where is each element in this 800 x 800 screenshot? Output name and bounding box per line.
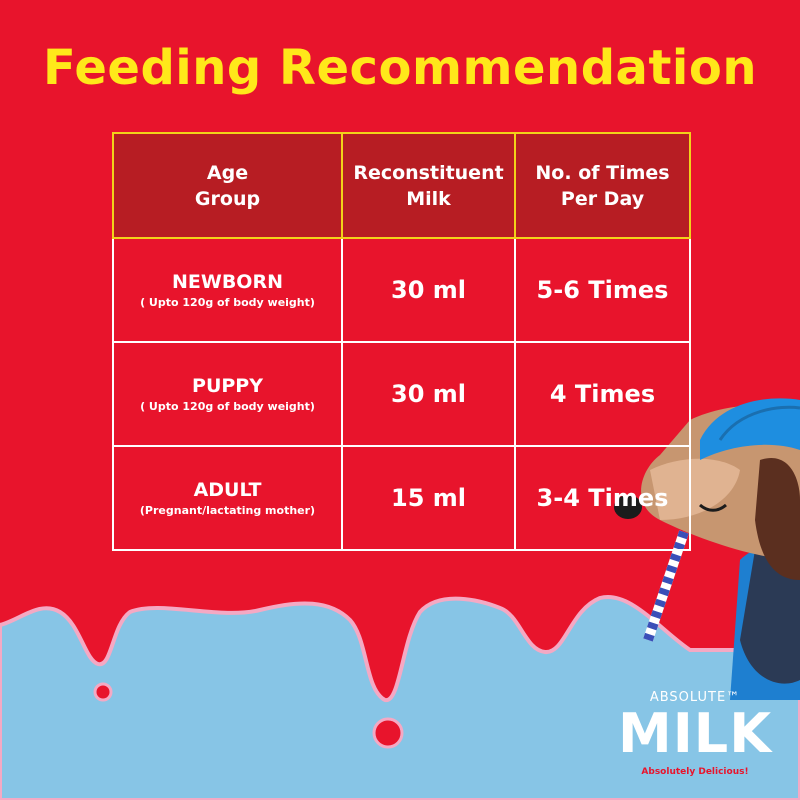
age-group-cell: ADULT (Pregnant/lactating mother) (112, 445, 343, 551)
table-row: PUPPY ( Upto 120g of body weight) 30 ml … (112, 341, 691, 447)
brand-tagline: Absolutely Delicious! (641, 767, 749, 777)
header-times: No. of Times Per Day (514, 132, 691, 239)
milk-cell: 30 ml (341, 237, 516, 343)
brand-logo: ABSOLUTE™ MILK Absolutely Delicious! (600, 690, 790, 777)
milk-amount: 15 ml (391, 484, 466, 512)
header-age-group: Age Group (112, 132, 343, 239)
table-header-row: Age Group Reconstituent Milk No. of Time… (112, 132, 691, 239)
stage-note: (Pregnant/lactating mother) (139, 503, 316, 517)
times-cell: 5-6 Times (514, 237, 691, 343)
header-milk: Reconstituent Milk (341, 132, 516, 239)
header-line: Age (206, 161, 249, 184)
brand-name: MILK (617, 702, 773, 765)
header-line: Group (194, 187, 261, 210)
feeding-table: Age Group Reconstituent Milk No. of Time… (112, 132, 691, 551)
table-row: NEWBORN ( Upto 120g of body weight) 30 m… (112, 237, 691, 343)
milk-amount: 30 ml (391, 380, 466, 408)
age-group-cell: NEWBORN ( Upto 120g of body weight) (112, 237, 343, 343)
times-per-day: 3-4 Times (536, 484, 669, 512)
stage-note: ( Upto 120g of body weight) (140, 295, 315, 309)
milk-amount: 30 ml (391, 276, 466, 304)
times-per-day: 4 Times (549, 380, 656, 408)
table-row: ADULT (Pregnant/lactating mother) 15 ml … (112, 445, 691, 551)
header-line: Reconstituent (353, 161, 504, 184)
header-line: Per Day (560, 187, 645, 210)
stage-note: ( Upto 120g of body weight) (140, 399, 315, 413)
brand-top-label: ABSOLUTE™ (649, 690, 741, 705)
stage-label: NEWBORN (171, 270, 283, 293)
page-title: Feeding Recommendation (42, 40, 757, 96)
header-line: No. of Times (535, 161, 670, 184)
milk-cell: 30 ml (341, 341, 516, 447)
times-cell: 4 Times (514, 341, 691, 447)
times-per-day: 5-6 Times (536, 276, 669, 304)
stage-label: PUPPY (192, 374, 263, 397)
milk-cell: 15 ml (341, 445, 516, 551)
straw-icon (643, 530, 689, 642)
stage-label: ADULT (193, 478, 262, 501)
times-cell: 3-4 Times (514, 445, 691, 551)
age-group-cell: PUPPY ( Upto 120g of body weight) (112, 341, 343, 447)
header-line: Milk (406, 187, 451, 210)
